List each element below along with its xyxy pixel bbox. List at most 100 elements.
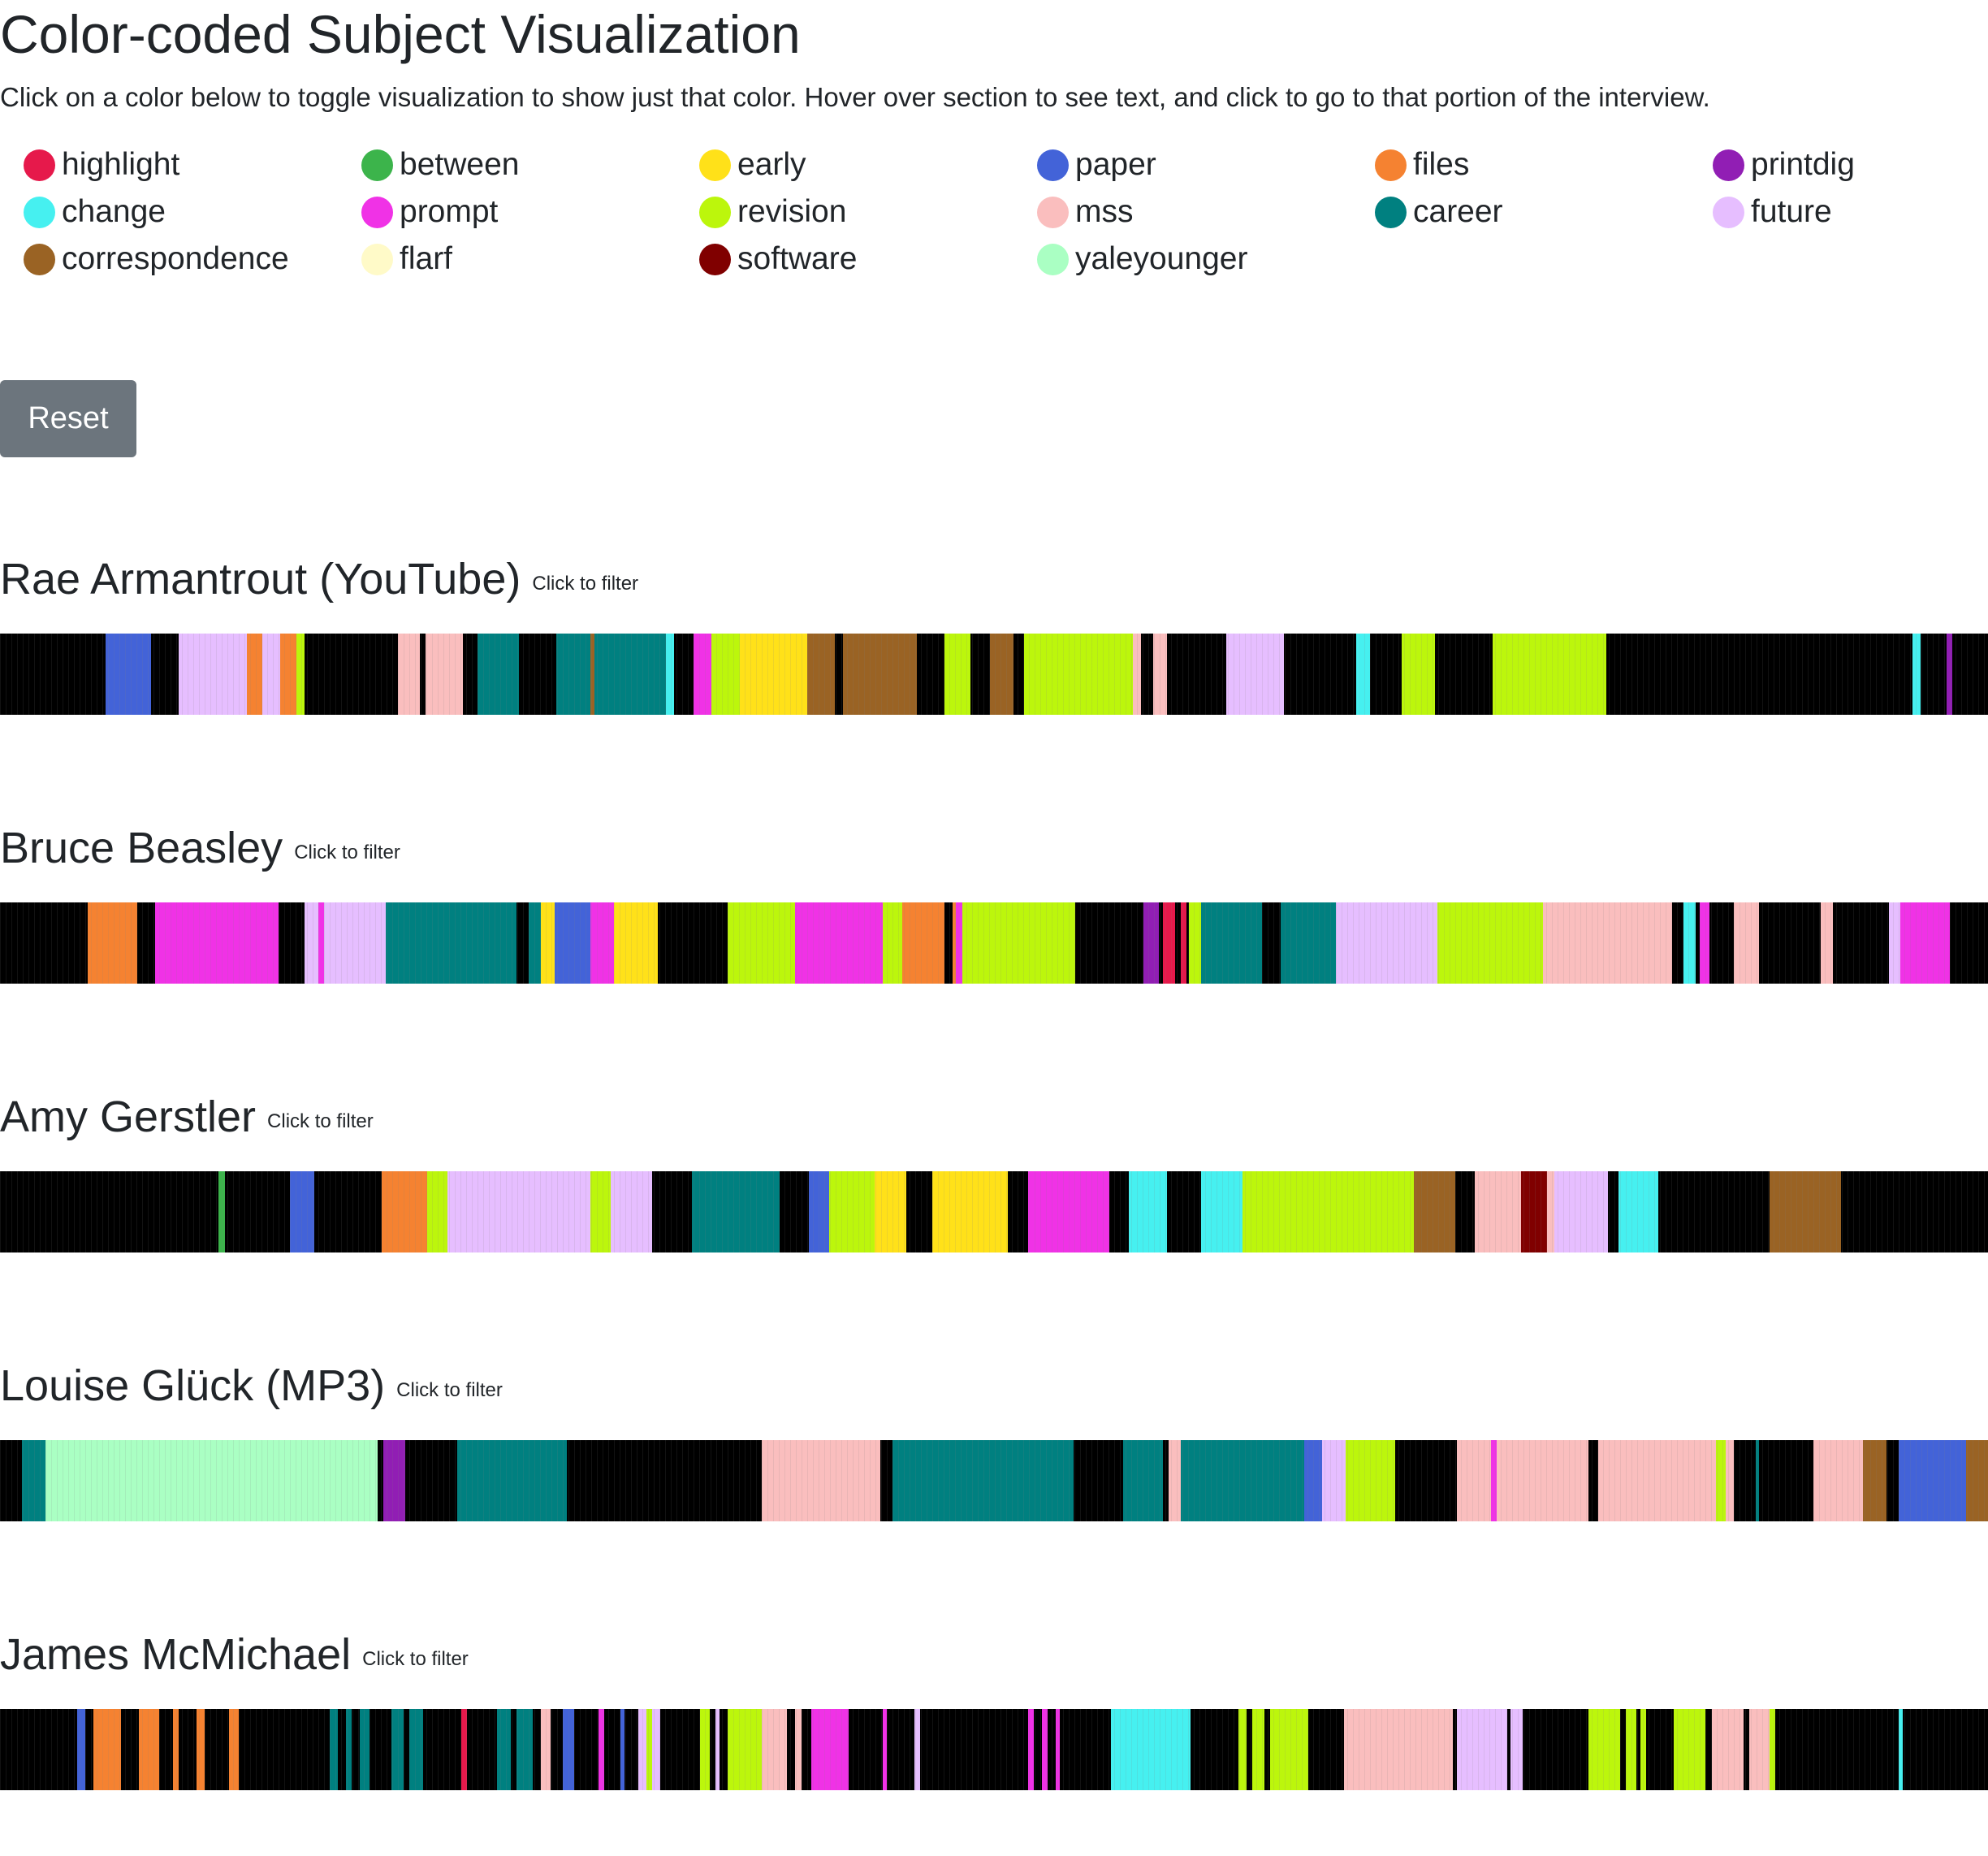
segment-career[interactable] — [1280, 902, 1337, 984]
segment-none[interactable] — [1759, 1440, 1813, 1521]
legend-swatch-between[interactable] — [361, 149, 393, 181]
segment-change[interactable] — [1683, 902, 1696, 984]
segment-correspondence[interactable] — [590, 634, 594, 715]
segment-highlight[interactable] — [1163, 902, 1175, 984]
segment-none[interactable] — [0, 1440, 22, 1521]
segment-none[interactable] — [1141, 634, 1153, 715]
segment-printdig[interactable] — [383, 1440, 406, 1521]
segment-none[interactable] — [0, 1171, 219, 1252]
segment-correspondence[interactable] — [806, 634, 836, 715]
segment-none[interactable] — [1833, 902, 1889, 984]
segment-between[interactable] — [218, 1171, 225, 1252]
segment-career[interactable] — [477, 634, 519, 715]
legend-item-revision[interactable]: revision — [699, 188, 1037, 236]
segment-mss[interactable] — [761, 1440, 881, 1521]
segment-mss[interactable] — [1725, 1440, 1734, 1521]
segment-mss[interactable] — [1598, 1440, 1716, 1521]
segment-early[interactable] — [932, 1171, 1009, 1252]
legend-item-highlight[interactable]: highlight — [24, 141, 361, 188]
segment-career[interactable] — [385, 902, 517, 984]
segment-paper[interactable] — [809, 1171, 829, 1252]
segment-yaleyounger[interactable] — [45, 1440, 378, 1521]
segment-correspondence[interactable] — [990, 634, 1014, 715]
segment-revision[interactable] — [727, 902, 796, 984]
segment-none[interactable] — [1620, 1709, 1627, 1790]
segment-future[interactable] — [651, 1709, 660, 1790]
segment-mss[interactable] — [1169, 1440, 1182, 1521]
segment-none[interactable] — [1453, 1709, 1458, 1790]
segment-future[interactable] — [1888, 902, 1901, 984]
segment-revision[interactable] — [727, 1709, 762, 1790]
segment-paper[interactable] — [554, 902, 591, 984]
segment-none[interactable] — [920, 1709, 1028, 1790]
segment-revision[interactable] — [1769, 1709, 1776, 1790]
segment-career[interactable] — [21, 1440, 46, 1521]
segment-career[interactable] — [691, 1171, 780, 1252]
segment-none[interactable] — [136, 902, 155, 984]
segment-paper[interactable] — [290, 1171, 314, 1252]
segment-career[interactable] — [516, 1709, 534, 1790]
segment-none[interactable] — [1166, 634, 1227, 715]
segment-change[interactable] — [666, 634, 674, 715]
segment-career[interactable] — [345, 1709, 352, 1790]
segment-prompt[interactable] — [154, 902, 279, 984]
segment-mss[interactable] — [1542, 902, 1672, 984]
segment-career[interactable] — [529, 902, 541, 984]
segment-none[interactable] — [651, 1171, 692, 1252]
segment-none[interactable] — [158, 1709, 173, 1790]
segment-none[interactable] — [787, 1709, 796, 1790]
legend-item-early[interactable]: early — [699, 141, 1037, 188]
segment-future[interactable] — [1457, 1709, 1507, 1790]
legend-swatch-career[interactable] — [1375, 196, 1407, 228]
segment-future[interactable] — [262, 634, 281, 715]
segment-prompt[interactable] — [1041, 1709, 1048, 1790]
segment-correspondence[interactable] — [1862, 1440, 1887, 1521]
segment-none[interactable] — [205, 1709, 229, 1790]
segment-paper[interactable] — [562, 1709, 575, 1790]
segment-revision[interactable] — [1023, 634, 1034, 715]
segment-future[interactable] — [1336, 902, 1437, 984]
segment-none[interactable] — [1705, 1709, 1712, 1790]
segment-files[interactable] — [902, 902, 944, 984]
segment-career[interactable] — [360, 1709, 370, 1790]
segment-prompt[interactable] — [956, 902, 962, 984]
segment-none[interactable] — [238, 1709, 331, 1790]
segment-change[interactable] — [1111, 1709, 1191, 1790]
segment-none[interactable] — [518, 634, 557, 715]
segment-none[interactable] — [1075, 902, 1143, 984]
segment-files[interactable] — [197, 1709, 205, 1790]
segment-none[interactable] — [1523, 1709, 1588, 1790]
segment-future[interactable] — [1554, 1171, 1609, 1252]
segment-none[interactable] — [405, 1440, 458, 1521]
filter-link[interactable]: Click to filter — [396, 1379, 503, 1401]
segment-none[interactable] — [624, 1709, 638, 1790]
segment-none[interactable] — [338, 1709, 346, 1790]
segment-none[interactable] — [801, 1709, 811, 1790]
segment-none[interactable] — [1166, 1171, 1201, 1252]
segment-mss[interactable] — [540, 1709, 551, 1790]
segment-none[interactable] — [1073, 1440, 1124, 1521]
legend-swatch-early[interactable] — [699, 149, 731, 181]
segment-none[interactable] — [1159, 902, 1164, 984]
segment-correspondence[interactable] — [1966, 1440, 1988, 1521]
segment-future[interactable] — [304, 902, 318, 984]
segment-none[interactable] — [278, 902, 305, 984]
segment-career[interactable] — [409, 1709, 424, 1790]
segment-none[interactable] — [1008, 1171, 1028, 1252]
legend-item-software[interactable]: software — [699, 236, 1037, 283]
segment-change[interactable] — [1355, 634, 1370, 715]
segment-career[interactable] — [556, 634, 591, 715]
legend-item-career[interactable]: career — [1375, 188, 1713, 236]
segment-none[interactable] — [880, 1440, 893, 1521]
segment-future[interactable] — [179, 634, 247, 715]
legend-item-yaleyounger[interactable]: yaleyounger — [1037, 236, 1375, 283]
segment-career[interactable] — [497, 1709, 512, 1790]
segment-none[interactable] — [1886, 1440, 1899, 1521]
segment-career[interactable] — [1755, 1440, 1760, 1521]
legend-swatch-software[interactable] — [699, 243, 731, 275]
segment-paper[interactable] — [1303, 1440, 1322, 1521]
segment-prompt[interactable] — [1900, 902, 1951, 984]
segment-none[interactable] — [352, 1709, 361, 1790]
segment-paper[interactable] — [105, 634, 152, 715]
segment-files[interactable] — [382, 1171, 428, 1252]
